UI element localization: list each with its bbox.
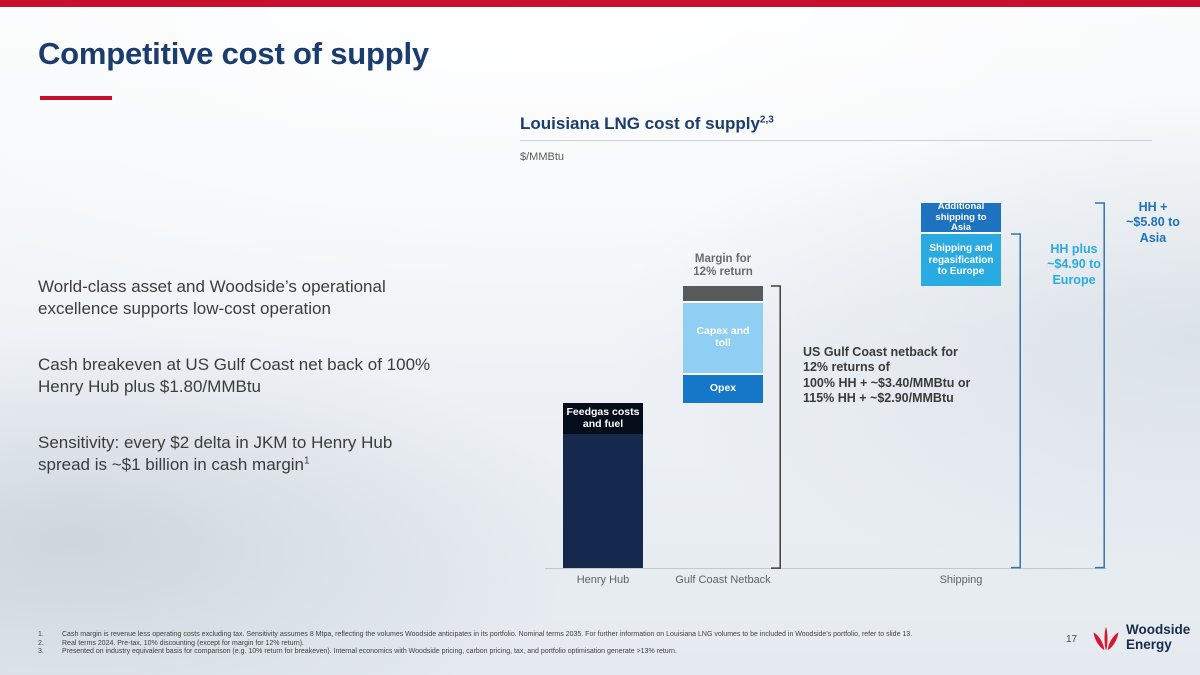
footnote-number: 1. (38, 631, 44, 638)
key-message-3: Sensitivity: every $2 delta in JKM to He… (38, 432, 438, 477)
bar-segment-feedgas: Feedgas costs and fuel (563, 402, 643, 568)
bracket (1011, 233, 1021, 569)
footnote-number: 3. (38, 648, 44, 656)
woodside-logo-text: Woodside Energy (1126, 623, 1190, 652)
page-number: 17 (1066, 634, 1078, 645)
key-message-2: Cash breakeven at US Gulf Coast net back… (38, 354, 431, 397)
footnote-3: 3. Presented on industry equivalent basi… (38, 648, 1028, 657)
page-title: Competitive cost of supply (38, 36, 429, 71)
bar-segment-opex: Opex (683, 375, 763, 403)
bracket (1095, 202, 1105, 569)
chart-plot: Feedgas costs and fuel Henry Hub Opex Capex… (545, 180, 1180, 590)
bar-segment-capex: Capex and toll (683, 303, 763, 376)
chart-title-rule (520, 140, 1152, 141)
chart-title: Louisiana LNG cost of supply2,3 (520, 114, 774, 134)
segment-label: Capex and toll (696, 325, 750, 350)
footnote-1: 1. Cash margin is revenue less operating… (38, 631, 1028, 640)
bracket (771, 285, 781, 569)
chart-annotation: HH plus ~$4.90 to Europe (1047, 242, 1101, 287)
footnote-ref-1: 1 (304, 455, 310, 467)
chart-annotation: HH + ~$5.80 to Asia (1126, 200, 1180, 245)
segment-label-above: Margin for 12% return (693, 252, 753, 279)
chart-title-text: Louisiana LNG cost of supply (520, 114, 760, 133)
chart-annotation: US Gulf Coast netback for 12% returns of… (803, 345, 971, 405)
key-message-1: World-class asset and Woodside’s operati… (38, 277, 386, 319)
bar-segment-margin (683, 285, 763, 304)
footnote-text: Real terms 2024. Pre-tax, 10% discountin… (62, 639, 304, 647)
segment-label: Shipping and regasification to Europe (928, 243, 994, 277)
x-axis-label: Henry Hub (576, 574, 630, 586)
footnote-text: Cash margin is revenue less operating co… (62, 631, 913, 638)
segment-label: Opex (709, 382, 737, 395)
bar-segment-ship-europe: Shipping and regasification to Europe (921, 234, 1001, 286)
top-accent-bar (0, 0, 1200, 7)
title-underline (40, 96, 112, 100)
chart-baseline (545, 568, 1107, 569)
key-message-3-text: Sensitivity: every $2 delta in JKM to He… (38, 432, 393, 475)
woodside-flame-icon (1093, 626, 1119, 651)
footnotes: 1. Cash margin is revenue less operating… (38, 631, 1028, 657)
logo-line-2: Energy (1126, 637, 1172, 652)
logo-line-1: Woodside (1126, 622, 1191, 638)
woodside-logo: Woodside Energy (1090, 622, 1190, 654)
segment-label: Feedgas costs and fuel (563, 402, 643, 434)
bar-segment-ship-asia: Additional shipping to Asia (921, 200, 1001, 235)
footnote-number: 2. (38, 639, 44, 647)
footnote-ref-2-3: 2,3 (759, 114, 774, 126)
x-axis-label: Gulf Coast Netback (675, 574, 771, 586)
chart-unit-label: $/MMBtu (520, 151, 565, 163)
footnote-2: 2. Real terms 2024. Pre-tax, 10% discoun… (38, 640, 1028, 649)
footnote-text: Presented on industry equivalent basis f… (62, 648, 677, 656)
key-messages: World-class asset and Woodside’s operati… (38, 276, 438, 510)
x-axis-label: Shipping (939, 574, 983, 586)
segment-label: Additional shipping to Asia (935, 200, 987, 234)
